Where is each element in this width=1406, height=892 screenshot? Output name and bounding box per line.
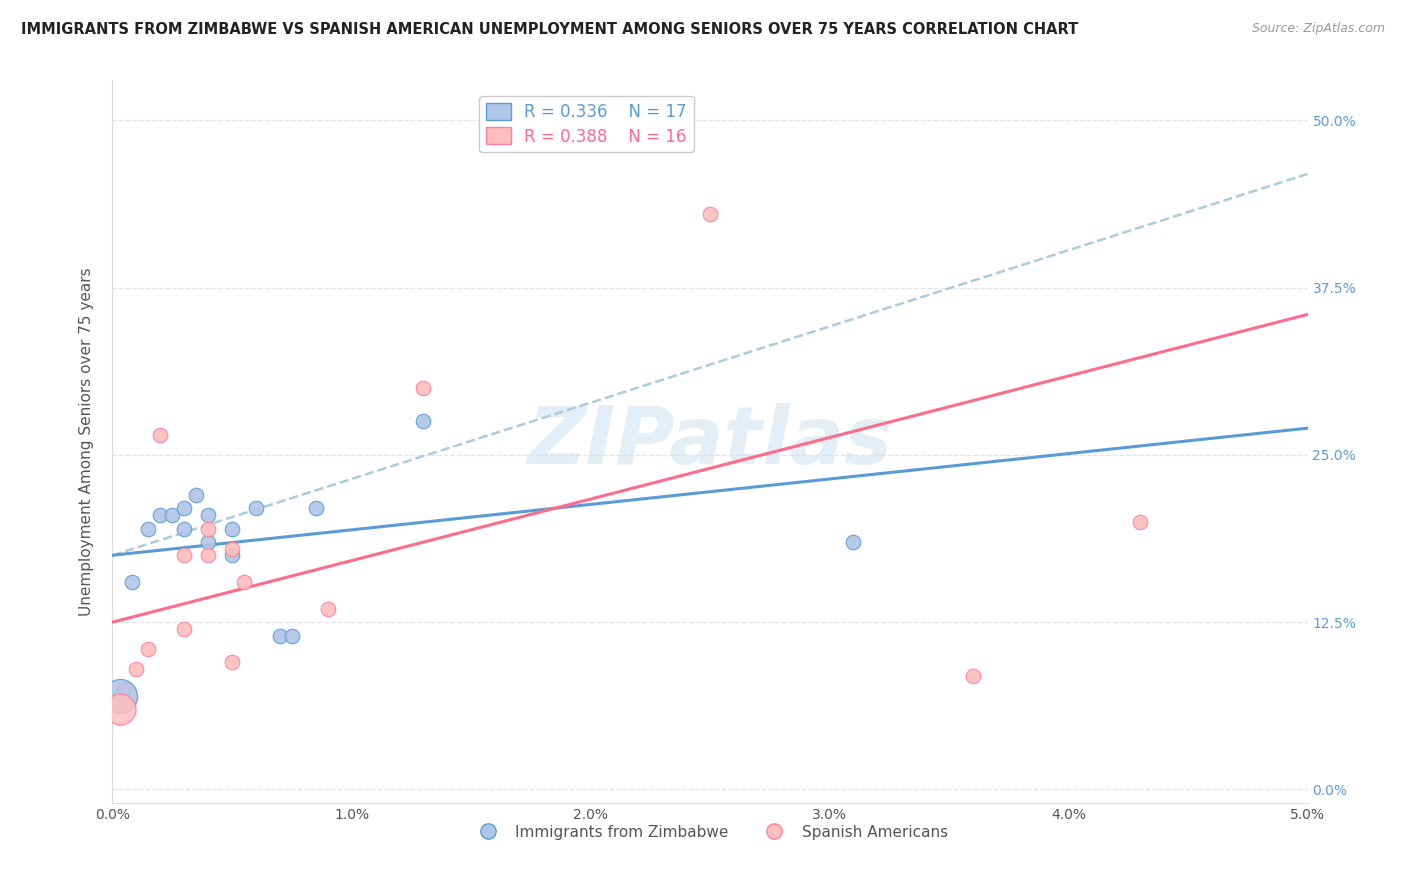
Point: [125, 662, 148, 676]
Point: [221, 548, 243, 563]
Point: [197, 548, 219, 563]
Point: [114, 682, 135, 697]
Point: [221, 655, 243, 669]
Point: [305, 501, 328, 516]
Point: [233, 575, 256, 590]
Point: [197, 508, 219, 523]
Point: [962, 669, 984, 683]
Point: [221, 541, 243, 556]
Point: [108, 702, 131, 716]
Text: ZIPatlas: ZIPatlas: [527, 402, 893, 481]
Point: [281, 628, 304, 642]
Point: [149, 428, 172, 442]
Point: [245, 501, 267, 516]
Point: [138, 642, 160, 657]
Point: [221, 521, 243, 535]
Point: [108, 689, 131, 703]
Text: IMMIGRANTS FROM ZIMBABWE VS SPANISH AMERICAN UNEMPLOYMENT AMONG SENIORS OVER 75 : IMMIGRANTS FROM ZIMBABWE VS SPANISH AMER…: [21, 22, 1078, 37]
Point: [197, 535, 219, 549]
Point: [173, 622, 195, 636]
Point: [138, 521, 160, 535]
Text: Source: ZipAtlas.com: Source: ZipAtlas.com: [1251, 22, 1385, 36]
Point: [162, 508, 183, 523]
Point: [1129, 515, 1152, 529]
Point: [173, 501, 195, 516]
Point: [197, 521, 219, 535]
Point: [316, 602, 339, 616]
Point: [269, 628, 291, 642]
Point: [121, 575, 143, 590]
Point: [186, 488, 208, 502]
Point: [699, 207, 721, 221]
Point: [173, 521, 195, 535]
Point: [412, 381, 434, 395]
Point: [412, 414, 434, 428]
Point: [149, 508, 172, 523]
Legend: Immigrants from Zimbabwe, Spanish Americans: Immigrants from Zimbabwe, Spanish Americ…: [467, 819, 953, 846]
Y-axis label: Unemployment Among Seniors over 75 years: Unemployment Among Seniors over 75 years: [79, 268, 94, 615]
Point: [173, 548, 195, 563]
Point: [842, 535, 865, 549]
